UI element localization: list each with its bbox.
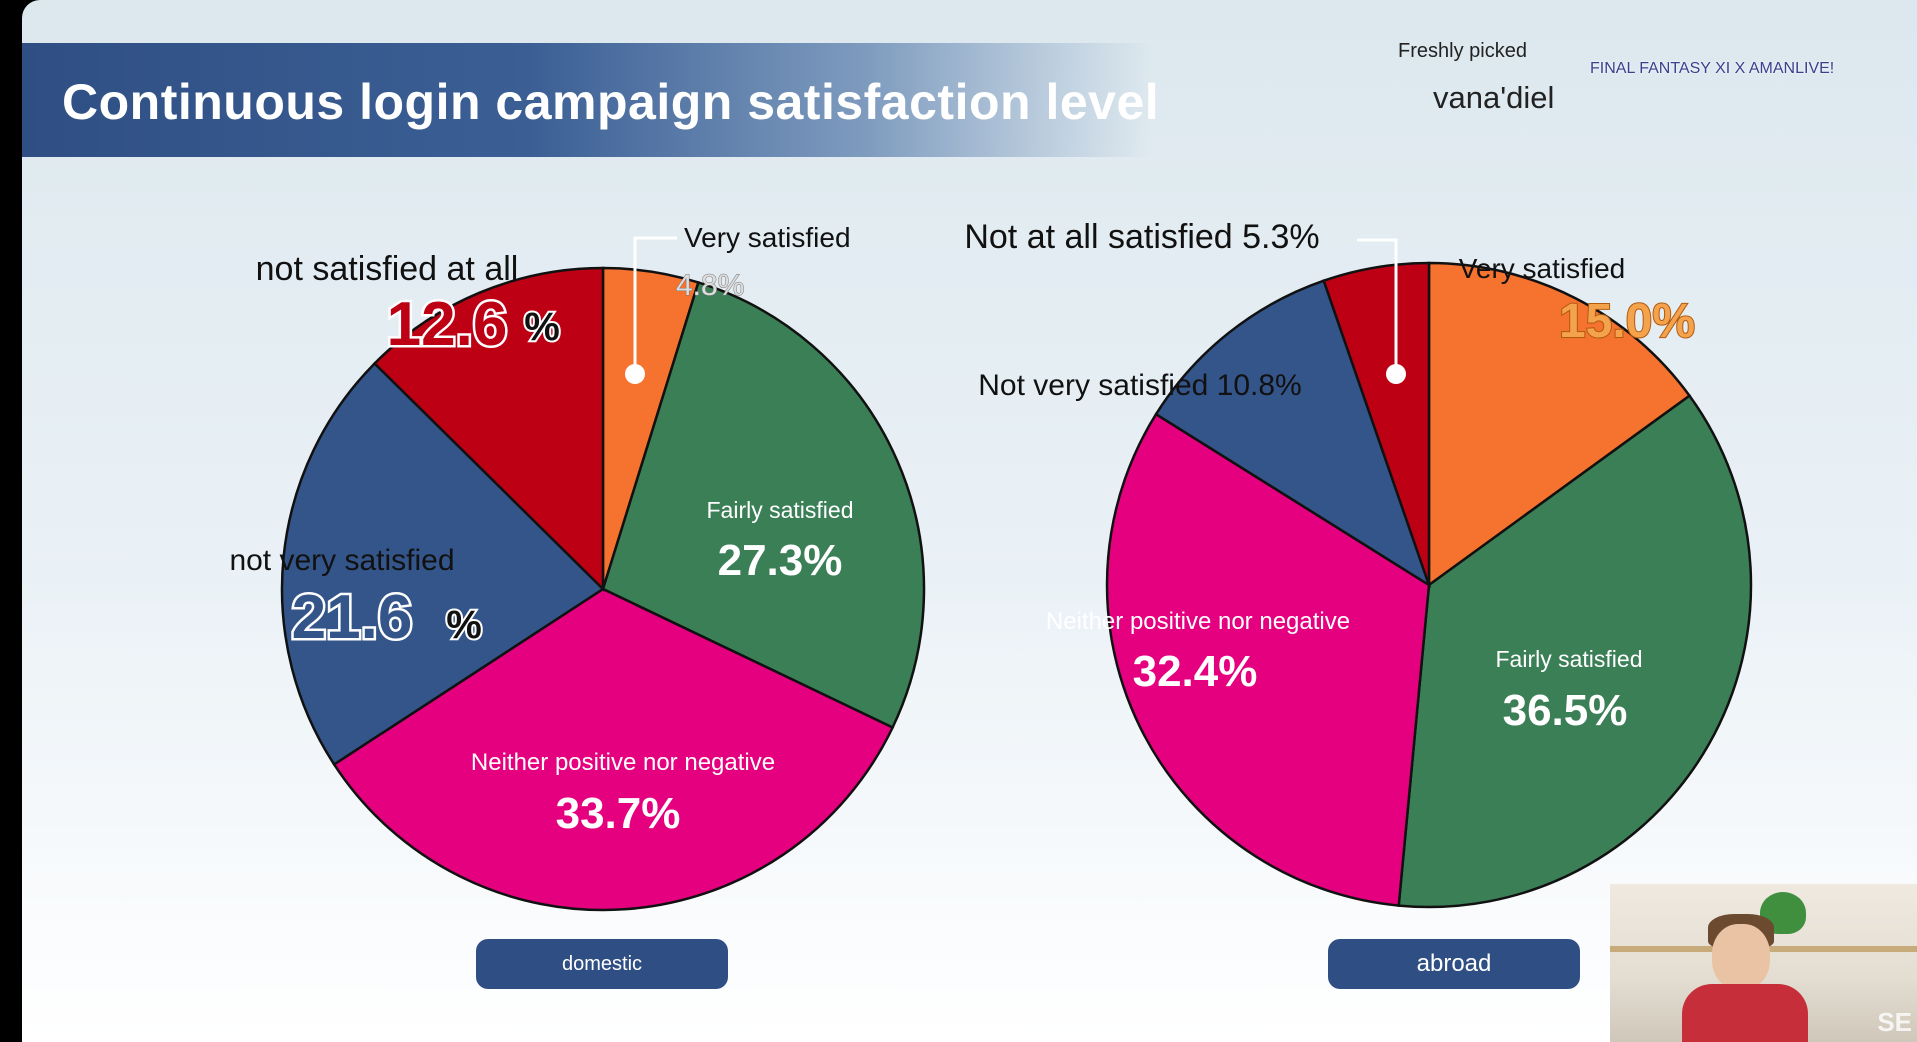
label-very-satisfied-domestic: Very satisfied xyxy=(684,222,851,253)
slide: Continuous login campaign satisfaction l… xyxy=(22,0,1917,1042)
leader-dot-domestic xyxy=(625,364,645,384)
labels-domestic: Very satisfied 4.8% Fairly satisfied 27.3% N… xyxy=(229,222,853,838)
label-fairly-satisfied-abroad: Fairly satisfied xyxy=(1496,646,1643,672)
brand-tagline: Freshly picked xyxy=(1398,40,1527,62)
domestic-slice-neither-positive-nor-negative xyxy=(332,587,895,912)
leader-line-not-at-all-abroad xyxy=(1357,238,1398,370)
label-neither-abroad: Neither positive nor negative xyxy=(1046,608,1350,635)
domestic-slice-not-very-satisfied xyxy=(280,361,605,767)
value-not-satisfied-at-all-domestic: 12.6 xyxy=(387,290,508,359)
leader-dot-abroad xyxy=(1386,364,1406,384)
abroad-slice-not-at-all-satisfied-5-3 xyxy=(1322,261,1431,586)
abroad-slice-not-very-satisfied-10-8 xyxy=(1154,279,1432,588)
labels-abroad: Very satisfied 15.0% Fairly satisfied 36.5%… xyxy=(964,218,1696,735)
brand-logo: FINAL FANTASY XI X AMANLIVE! xyxy=(1590,60,1835,77)
abroad-button[interactable]: abroad xyxy=(1328,939,1580,989)
page-title: Continuous login campaign satisfaction l… xyxy=(62,74,1160,130)
webcam-overlay: SE xyxy=(1610,884,1917,1042)
label-fairly-satisfied-domestic: Fairly satisfied xyxy=(707,497,854,523)
abroad-slice-very-satisfied xyxy=(1427,261,1692,588)
value-fairly-satisfied-domestic: 27.3% xyxy=(718,536,843,585)
person-body xyxy=(1682,984,1808,1042)
abroad-slice-neither-positive-nor-negative xyxy=(1105,412,1431,907)
brand-name: vana'diel xyxy=(1433,80,1555,115)
value-fairly-satisfied-abroad: 36.5% xyxy=(1503,686,1628,735)
domestic-button[interactable]: domestic xyxy=(476,939,728,989)
domestic-slice-fairly-satisfied xyxy=(601,280,926,730)
person-head xyxy=(1712,924,1770,990)
abroad-slice-fairly-satisfied xyxy=(1397,393,1753,909)
value-very-satisfied-domestic: 4.8% xyxy=(676,269,744,302)
pie-chart-abroad xyxy=(1105,261,1753,909)
label-not-very-satisfied-abroad: Not very satisfied 10.8% xyxy=(978,369,1301,402)
value-neither-domestic: 33.7% xyxy=(556,789,681,838)
label-not-very-satisfied-domestic: not very satisfied xyxy=(229,544,454,577)
label-neither-domestic: Neither positive nor negative xyxy=(471,749,775,776)
percent-sign-not-very-satisfied: % xyxy=(446,603,482,647)
title-banner: Continuous login campaign satisfaction l… xyxy=(22,43,1159,157)
value-neither-abroad: 32.4% xyxy=(1133,647,1258,696)
label-not-at-all-satisfied-abroad: Not at all satisfied 5.3% xyxy=(964,218,1319,256)
domestic-slice-not-satisfied-at-all xyxy=(372,266,605,592)
value-very-satisfied-abroad: 15.0% xyxy=(1559,295,1695,348)
charts-canvas: Very satisfied 4.8% Fairly satisfied 27.3% N… xyxy=(229,218,1753,912)
watermark-icon: SE xyxy=(1877,1007,1912,1037)
leader-line-very-satisfied-domestic xyxy=(633,236,677,370)
pie-chart-domestic xyxy=(280,266,926,912)
percent-sign-not-satisfied-at-all: % xyxy=(524,305,560,349)
label-very-satisfied-abroad: Very satisfied xyxy=(1459,253,1626,284)
value-not-very-satisfied-domestic: 21.6 xyxy=(292,583,413,652)
label-not-satisfied-at-all-domestic: not satisfied at all xyxy=(256,250,519,288)
